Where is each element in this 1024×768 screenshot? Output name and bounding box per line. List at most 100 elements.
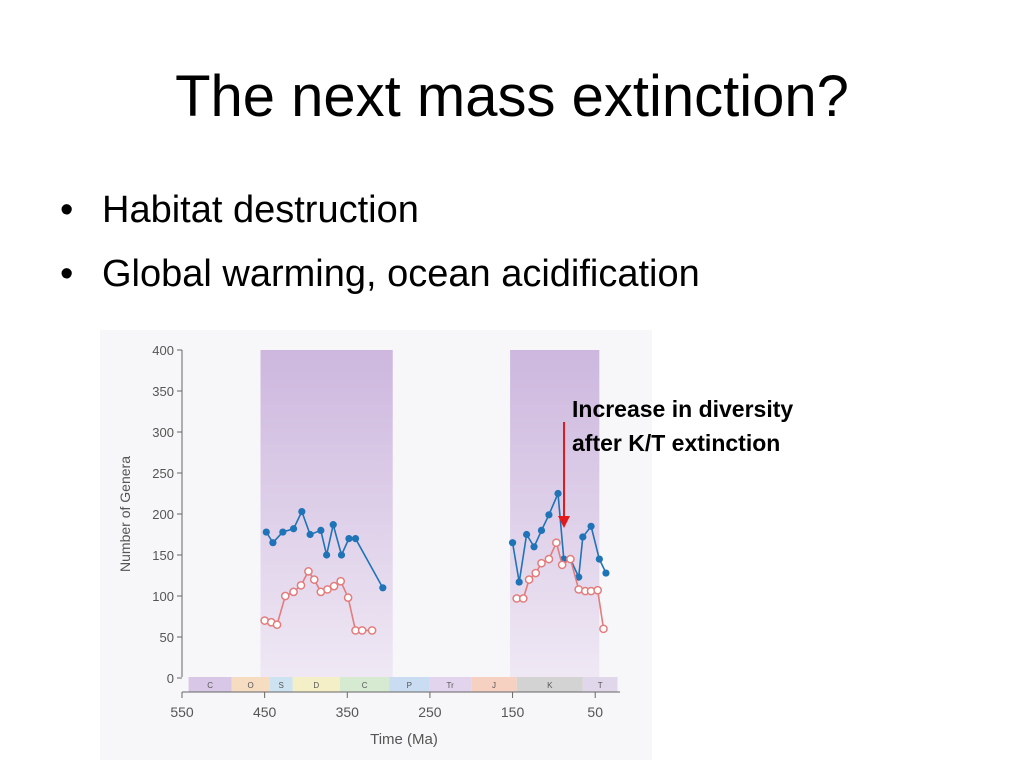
period-band [292, 677, 340, 692]
data-point [508, 539, 517, 547]
bullet-item: • Global warming, ocean acidification [60, 252, 700, 296]
bullet-dot-icon: • [60, 189, 74, 231]
data-point [272, 620, 282, 630]
data-point [545, 511, 553, 519]
data-point [379, 584, 387, 592]
data-point [557, 560, 567, 570]
data-point [552, 538, 561, 548]
y-tick-label: 300 [152, 425, 174, 440]
data-point [323, 551, 331, 559]
period-label: C [207, 681, 213, 690]
genera-chart-svg: 0 50 100 150 200 250 300 350 400 Number of Genera… [100, 330, 652, 760]
data-point [343, 593, 353, 602]
y-tick-label: 200 [152, 507, 174, 522]
data-point [279, 528, 287, 536]
data-point [309, 575, 319, 584]
data-point [575, 573, 583, 581]
bullet-text: Global warming, ocean acidification [102, 253, 700, 295]
data-point [280, 591, 290, 601]
shaded-interval [510, 350, 600, 677]
period-band [389, 677, 430, 692]
annotation-line: after K/T extinction [572, 430, 781, 456]
data-point [537, 526, 546, 534]
period-band [188, 677, 232, 692]
data-point [296, 580, 306, 590]
annotation-line: Increase in diversity [572, 396, 794, 422]
period-band [429, 677, 472, 692]
genera-chart: 0 50 100 150 200 250 300 350 400 Number of Genera… [100, 330, 652, 760]
data-point [306, 530, 314, 539]
x-tick-label: 450 [253, 704, 277, 720]
bullet-dot-icon: • [60, 253, 74, 295]
bullet-text: Habitat destruction [102, 189, 419, 231]
x-axis-label: Time (Ma) [370, 731, 438, 748]
period-band [269, 677, 293, 692]
bullet-item: • Habitat destruction [60, 188, 700, 232]
x-tick-label: 250 [418, 704, 442, 720]
period-label: J [492, 681, 496, 690]
annotation-text: Increase in diversity after K/T extincti… [572, 392, 793, 460]
data-point [262, 528, 270, 536]
x-tick-label: 150 [501, 704, 525, 720]
data-point [357, 626, 367, 635]
data-point [336, 576, 346, 586]
data-point [515, 578, 523, 586]
data-point [337, 551, 346, 559]
data-point [304, 567, 313, 576]
y-axis-label: Number of Genera [117, 456, 133, 572]
x-tick-label: 50 [587, 704, 603, 720]
period-band [582, 677, 618, 692]
data-point [595, 555, 603, 563]
bullet-list: • Habitat destruction • Global warming, … [60, 188, 700, 316]
data-point [298, 507, 306, 516]
y-tick-label: 400 [152, 343, 174, 358]
period-band [231, 677, 270, 692]
data-point [289, 587, 298, 597]
data-point [554, 489, 562, 498]
y-tick-label: 0 [167, 671, 174, 686]
data-point [329, 581, 339, 591]
period-label: D [313, 681, 319, 690]
data-point [289, 525, 298, 533]
data-point [579, 533, 587, 541]
data-point [523, 530, 531, 539]
y-tick-label: 150 [152, 548, 174, 563]
data-point [602, 569, 610, 577]
data-point [323, 585, 332, 594]
period-label: C [362, 681, 368, 690]
x-tick-label: 350 [336, 704, 360, 720]
period-band [339, 677, 390, 692]
period-label: T [598, 681, 603, 690]
data-point [345, 535, 353, 543]
data-point [531, 568, 541, 578]
series-line [264, 569, 373, 632]
data-point [587, 522, 595, 530]
x-tick-label: 550 [170, 704, 194, 720]
data-point [329, 521, 337, 529]
data-point [599, 624, 608, 634]
data-point [317, 526, 325, 534]
data-point [367, 626, 377, 635]
data-point [518, 594, 528, 603]
y-tick-label: 50 [160, 630, 174, 645]
period-label: Tr [447, 681, 455, 690]
data-point [524, 575, 534, 584]
y-tick-label: 350 [152, 384, 174, 399]
data-point [566, 554, 575, 564]
period-label: K [547, 681, 553, 690]
shaded-interval [260, 350, 393, 677]
data-point [544, 554, 554, 564]
data-point [530, 543, 538, 551]
data-point [351, 535, 360, 543]
data-point [537, 558, 546, 568]
y-tick-label: 250 [152, 466, 174, 481]
period-label: P [407, 681, 412, 690]
period-band [516, 677, 583, 692]
annotation-arrow-icon [558, 422, 570, 528]
data-point [269, 539, 277, 547]
slide-title: The next mass extinction? [175, 64, 849, 129]
period-label: O [247, 681, 253, 690]
y-tick-label: 100 [152, 589, 174, 604]
data-point [593, 585, 603, 595]
period-band [471, 677, 517, 692]
